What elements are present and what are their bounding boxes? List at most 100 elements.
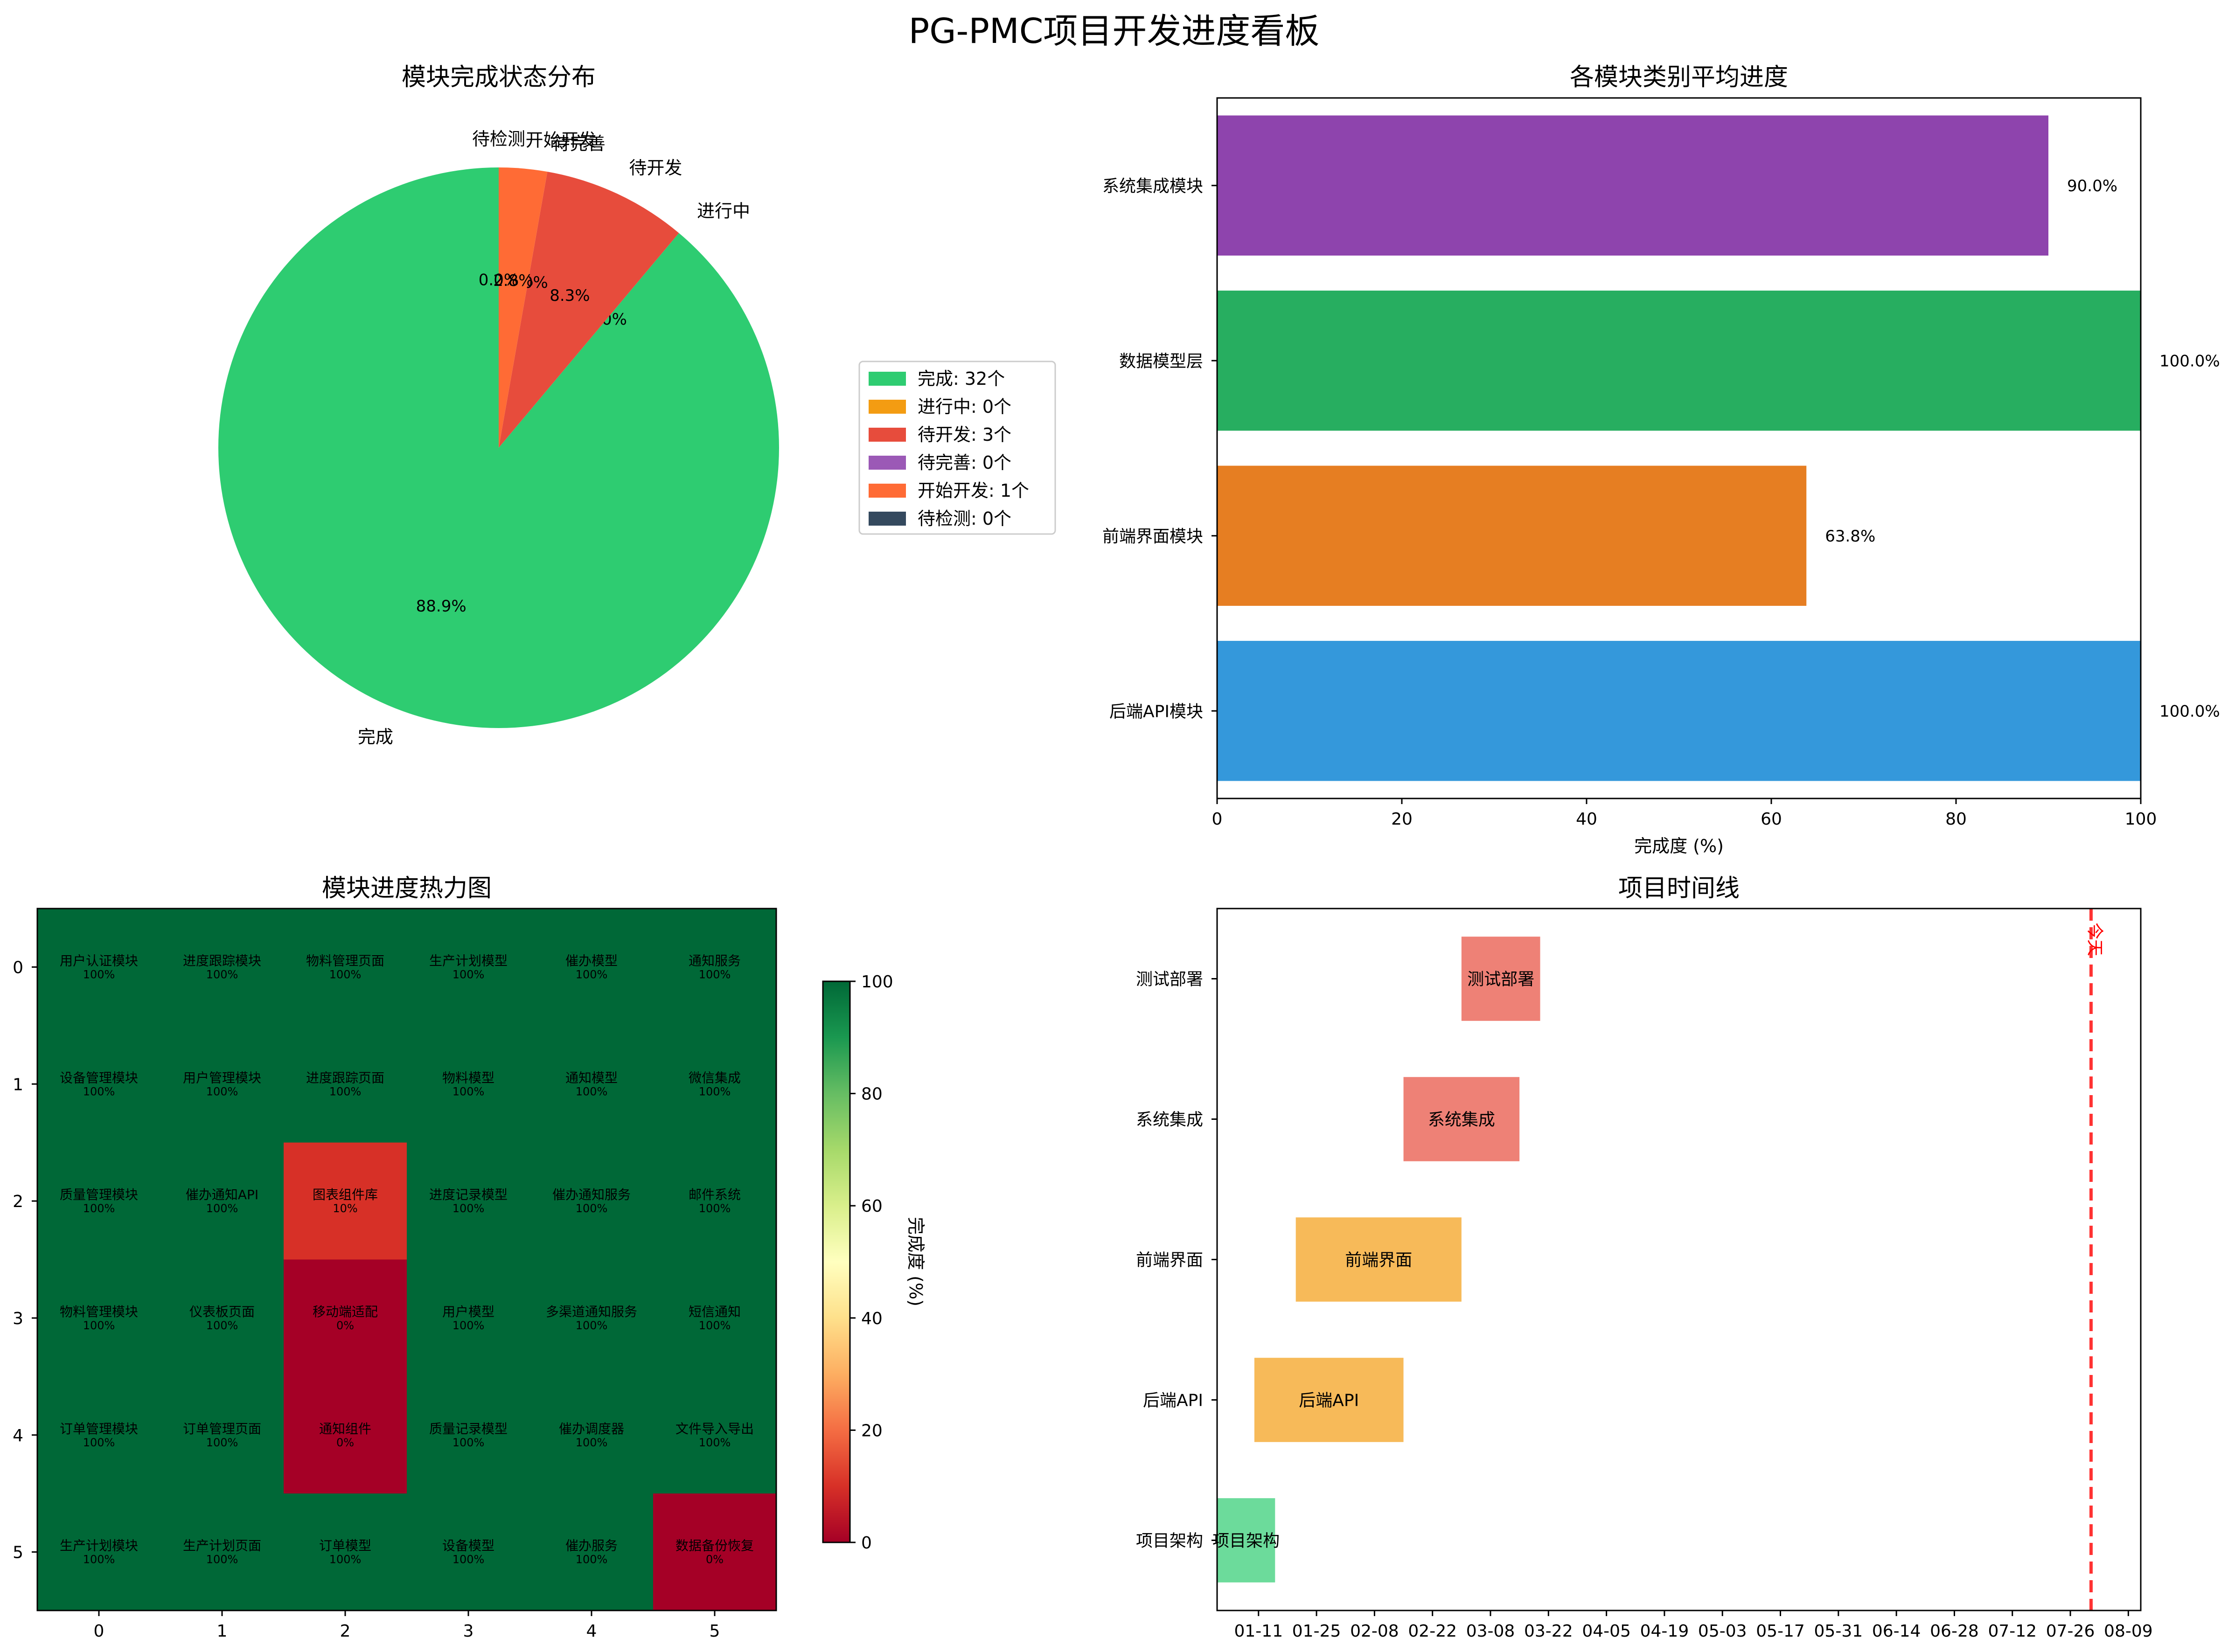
heatmap-cell-5-4 bbox=[530, 1493, 654, 1611]
heatmap-xtick-3: 3 bbox=[463, 1622, 474, 1641]
heatmap-cell-value-5-0: 100% bbox=[83, 1553, 115, 1566]
heatmap-cell-name-3-1: 仪表板页面 bbox=[189, 1304, 255, 1319]
hbar-xtick-1: 20 bbox=[1391, 810, 1413, 829]
colorbar-tick-5: 100 bbox=[861, 972, 893, 992]
heatmap-cell-name-4-1: 订单管理页面 bbox=[183, 1421, 261, 1437]
gantt-xtick-5: 03-22 bbox=[1524, 1622, 1573, 1641]
heatmap-cell-2-0 bbox=[37, 1142, 161, 1260]
pie-legend-swatch-1 bbox=[869, 400, 906, 414]
heatmap-cell-value-1-1: 100% bbox=[206, 1085, 238, 1098]
hbar-xtick-5: 100 bbox=[2125, 810, 2157, 829]
heatmap-ytick-4: 4 bbox=[13, 1426, 23, 1445]
gantt-xtick-4: 03-08 bbox=[1466, 1622, 1515, 1641]
heatmap-cell-value-2-5: 100% bbox=[699, 1202, 731, 1215]
heatmap-cell-value-2-1: 100% bbox=[206, 1202, 238, 1215]
heatmap-cell-value-3-3: 100% bbox=[453, 1319, 485, 1332]
heatmap-cell-name-0-1: 进度跟踪模块 bbox=[183, 953, 261, 968]
gantt-xtick-15: 08-09 bbox=[2104, 1622, 2153, 1641]
heatmap-cell-value-3-5: 100% bbox=[699, 1319, 731, 1332]
pie-legend-item-4: 开始开发: 1个 bbox=[918, 480, 1029, 501]
gantt-xtick-7: 04-19 bbox=[1640, 1622, 1689, 1641]
pie-legend-swatch-3 bbox=[869, 456, 906, 470]
heatmap-cell-value-4-0: 100% bbox=[83, 1436, 115, 1449]
gantt-xtick-13: 07-12 bbox=[1988, 1622, 2037, 1641]
gantt-xtick-11: 06-14 bbox=[1872, 1622, 1921, 1641]
heatmap-cell-name-4-5: 文件导入导出 bbox=[675, 1421, 754, 1437]
hbar-chart-panel: 各模块类别平均进度 100.0% 后端API模块 63.8% 前端界面模块 100.0% 数… bbox=[1102, 63, 2220, 856]
gantt-bar-4 bbox=[1461, 937, 1540, 1021]
heatmap-cell-name-3-0: 物料管理模块 bbox=[60, 1304, 138, 1319]
heatmap-cell-name-5-0: 生产计划模块 bbox=[60, 1538, 138, 1554]
pie-label-2: 待开发 bbox=[629, 158, 682, 178]
heatmap-cell-2-3 bbox=[407, 1142, 530, 1260]
pie-legend-box bbox=[858, 361, 1056, 535]
heatmap-cell-name-1-1: 用户管理模块 bbox=[183, 1070, 261, 1085]
hbar-title: 各模块类别平均进度 bbox=[1570, 63, 1788, 91]
heatmap-cell-1-0 bbox=[37, 1025, 161, 1143]
pie-legend-swatch-2 bbox=[869, 428, 906, 442]
pie-legend-item-2: 待开发: 3个 bbox=[918, 424, 1011, 445]
heatmap-cell-name-2-5: 邮件系统 bbox=[689, 1187, 741, 1202]
heatmap-cell-0-3 bbox=[407, 909, 530, 1026]
heatmap-cell-value-0-4: 100% bbox=[576, 968, 608, 981]
heatmap-cell-3-3 bbox=[407, 1259, 530, 1377]
heatmap-cell-name-3-4: 多渠道通知服务 bbox=[546, 1304, 637, 1319]
pie-pct-2: 8.3% bbox=[550, 286, 590, 305]
heatmap-cell-value-0-0: 100% bbox=[83, 968, 115, 981]
heatmap-cell-0-0 bbox=[37, 909, 161, 1026]
heatmap-cell-name-2-0: 质量管理模块 bbox=[60, 1187, 138, 1202]
gantt-bar-label-4: 测试部署 bbox=[1467, 970, 1534, 989]
heatmap-cell-3-0 bbox=[37, 1259, 161, 1377]
heatmap-cell-value-0-3: 100% bbox=[453, 968, 485, 981]
heatmap-cell-name-5-5: 数据备份恢复 bbox=[675, 1538, 754, 1554]
heatmap-cell-value-4-2: 0% bbox=[336, 1436, 354, 1449]
heatmap-cell-value-0-5: 100% bbox=[699, 968, 731, 981]
heatmap-cell-name-0-2: 物料管理页面 bbox=[306, 953, 384, 968]
gantt-ytick-0: 项目架构 bbox=[1136, 1532, 1203, 1551]
heatmap-cell-4-4 bbox=[530, 1376, 654, 1494]
heatmap-cell-2-1 bbox=[160, 1142, 284, 1260]
heatmap-cell-name-0-0: 用户认证模块 bbox=[60, 953, 138, 968]
gantt-xtick-3: 02-22 bbox=[1408, 1622, 1457, 1641]
heatmap-cell-0-4 bbox=[530, 909, 654, 1026]
heatmap-ytick-5: 5 bbox=[13, 1543, 23, 1562]
heatmap-cell-value-2-3: 100% bbox=[453, 1202, 485, 1215]
heatmap-cell-name-1-2: 进度跟踪页面 bbox=[306, 1070, 384, 1085]
pie-label-3: 待完善 bbox=[552, 133, 606, 154]
gantt-ytick-4: 测试部署 bbox=[1136, 970, 1203, 989]
heatmap-cell-value-0-2: 100% bbox=[329, 968, 362, 981]
gantt-xtick-14: 07-26 bbox=[2046, 1622, 2095, 1641]
gantt-bar-label-3: 系统集成 bbox=[1428, 1111, 1495, 1130]
heatmap-xtick-5: 5 bbox=[710, 1622, 720, 1641]
colorbar-tick-1: 20 bbox=[861, 1421, 883, 1440]
pie-label-5: 待检测 bbox=[472, 129, 525, 149]
heatmap-cell-value-5-1: 100% bbox=[206, 1553, 238, 1566]
hbar-value-label-2: 100.0% bbox=[2159, 352, 2220, 370]
heatmap-cell-2-5 bbox=[653, 1142, 777, 1260]
gantt-ytick-2: 前端界面 bbox=[1136, 1251, 1203, 1270]
gantt-bar-2 bbox=[1295, 1217, 1462, 1302]
heatmap-cell-4-1 bbox=[160, 1376, 284, 1494]
heatmap-ytick-3: 3 bbox=[13, 1309, 23, 1328]
heatmap-cell-value-5-3: 100% bbox=[453, 1553, 485, 1566]
heatmap-cell-3-4 bbox=[530, 1259, 654, 1377]
heatmap-cell-value-0-1: 100% bbox=[206, 968, 238, 981]
colorbar-tick-3: 60 bbox=[861, 1197, 883, 1216]
hbar-xlabel: 完成度 (%) bbox=[1634, 836, 1724, 856]
hbar-category-label-0: 后端API模块 bbox=[1109, 702, 1203, 721]
heatmap-xtick-2: 2 bbox=[340, 1622, 351, 1641]
heatmap-cell-5-0 bbox=[37, 1493, 161, 1611]
pie-chart-panel: 模块完成状态分布完成88.9%进行中0.0%待开发8.3%待完善0.0%开始开发… bbox=[218, 63, 1056, 747]
heatmap-cell-4-5 bbox=[653, 1376, 777, 1494]
hbar-xtick-3: 60 bbox=[1761, 810, 1782, 829]
heatmap-cell-1-3 bbox=[407, 1025, 530, 1143]
heatmap-xtick-1: 1 bbox=[217, 1622, 228, 1641]
heatmap-cell-name-2-2: 图表组件库 bbox=[313, 1187, 378, 1202]
hbar-value-label-3: 90.0% bbox=[2067, 177, 2117, 195]
heatmap-cell-value-2-2: 10% bbox=[333, 1202, 357, 1215]
pie-legend-item-0: 完成: 32个 bbox=[918, 368, 1005, 389]
heatmap-cell-3-5 bbox=[653, 1259, 777, 1377]
heatmap-cell-3-1 bbox=[160, 1259, 284, 1377]
pie-label-0: 完成 bbox=[358, 727, 393, 747]
